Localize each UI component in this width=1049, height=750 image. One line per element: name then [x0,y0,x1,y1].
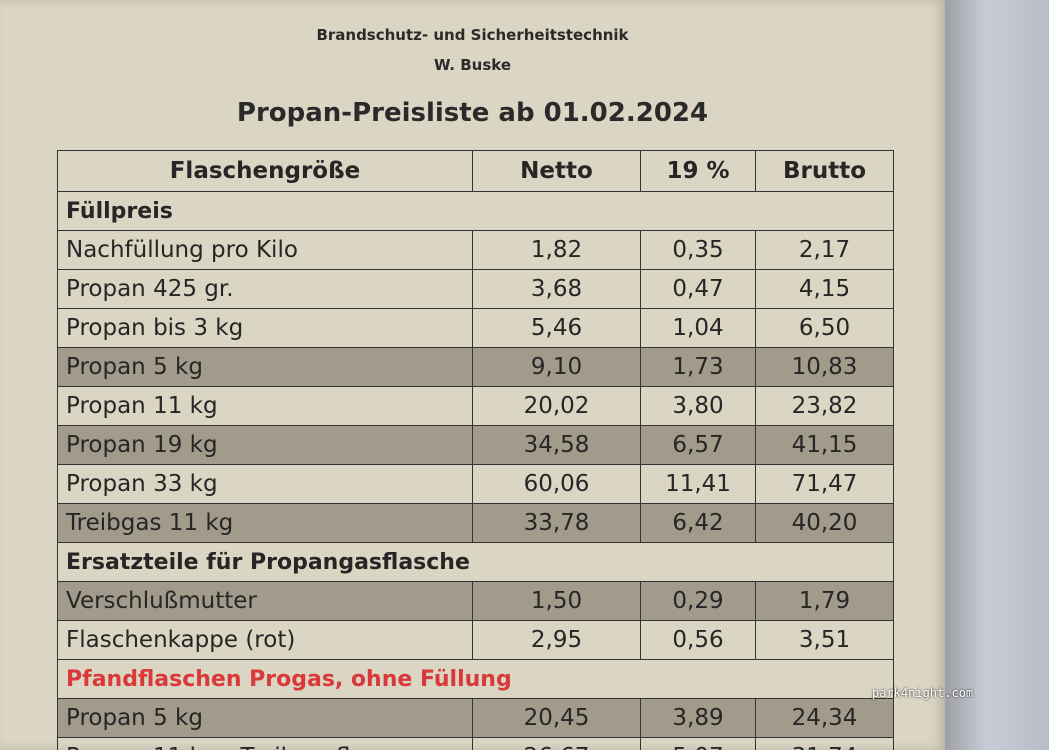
price: 3,51 [755,620,894,660]
item: Nachfüllung pro Kilo [57,230,473,270]
price: 31,74 [755,737,894,750]
price: 4,15 [755,269,894,309]
company: Brandschutz- und Sicherheitstechnik [316,26,629,44]
price: 0,29 [640,581,756,621]
price: 1,04 [640,308,756,348]
price: 1,73 [640,347,756,387]
title: Propan-Preisliste ab 01.02.2024 [236,98,709,128]
price: 1,82 [472,230,641,270]
item: Propan 5 kg [57,347,473,387]
price: 1,79 [755,581,894,621]
price: 11,41 [640,464,756,504]
section-row: Füllpreis [57,191,894,231]
price: 20,45 [472,698,641,738]
price: 23,82 [755,386,894,426]
price: 3,80 [640,386,756,426]
price: 60,06 [472,464,641,504]
item: Verschlußmutter [57,581,473,621]
column-header: 19 % [640,150,756,192]
price: 2,95 [472,620,641,660]
price: 1,50 [472,581,641,621]
item: Propan 11 kg [57,386,473,426]
price: 20,02 [472,386,641,426]
price: 26,67 [472,737,641,750]
section-title: Ersatzteile für Propangasflasche [57,542,894,582]
price: 3,89 [640,698,756,738]
price-row: Nachfüllung pro Kilo 1,82 0,35 2,17 [57,230,894,270]
price-row: Propan 33 kg 60,06 11,41 71,47 [57,464,894,504]
price: 0,35 [640,230,756,270]
price-table: Flaschengröße Netto 19 % Brutto Füllpreis Nac… [57,150,894,750]
price-row: Propan 5 kg 9,10 1,73 10,83 [57,347,894,387]
price: 0,47 [640,269,756,309]
item: Propan 11 kg - Treibgasfl. [57,737,473,750]
price: 6,42 [640,503,756,543]
price: 5,07 [640,737,756,750]
price-row: Propan 11 kg - Treibgasfl.26,675,0731,74 [57,737,894,750]
price: 5,46 [472,308,641,348]
price: 24,34 [755,698,894,738]
price-row: Verschlußmutter 1,50 0,29 1,79 [57,581,894,621]
price: 33,78 [472,503,641,543]
header-row: Flaschengröße Netto 19 % Brutto [57,150,894,192]
price-row: Propan bis 3 kg 5,46 1,04 6,50 [57,308,894,348]
column-header: Flaschengröße [57,150,473,192]
price: 0,56 [640,620,756,660]
section-row: Ersatzteile für Propangasflasche [57,542,894,582]
owner: W. Buske [433,56,512,74]
item: Flaschenkappe (rot) [57,620,473,660]
item: Propan 425 gr. [57,269,473,309]
section-row: Pfandflaschen Progas, ohne Füllung [57,659,894,699]
price-row: Propan 5 kg 20,45 3,89 24,34 [57,698,894,738]
price-row: Propan 19 kg 34,58 6,57 41,15 [57,425,894,465]
price: 41,15 [755,425,894,465]
watermark: park4night.com [872,686,974,700]
price: 2,17 [755,230,894,270]
price: 71,47 [755,464,894,504]
price-row: Flaschenkappe (rot) 2,95 0,56 3,51 [57,620,894,660]
price-row: Propan 11 kg 20,02 3,80 23,82 [57,386,894,426]
price-row: Treibgas 11 kg 33,78 6,42 40,20 [57,503,894,543]
item: Propan 19 kg [57,425,473,465]
item: Propan bis 3 kg [57,308,473,348]
price: 3,68 [472,269,641,309]
price-row: Propan 425 gr. 3,68 0,47 4,15 [57,269,894,309]
item: Treibgas 11 kg [57,503,473,543]
price: 10,83 [755,347,894,387]
price: 6,57 [640,425,756,465]
price: 6,50 [755,308,894,348]
column-header: Netto [472,150,641,192]
column-header: Brutto [755,150,894,192]
price: 9,10 [472,347,641,387]
price: 40,20 [755,503,894,543]
price: 34,58 [472,425,641,465]
item: Propan 5 kg [57,698,473,738]
item: Propan 33 kg [57,464,473,504]
section-title: Pfandflaschen Progas, ohne Füllung [57,659,894,699]
wall [945,0,1049,750]
section-title: Füllpreis [57,191,894,231]
